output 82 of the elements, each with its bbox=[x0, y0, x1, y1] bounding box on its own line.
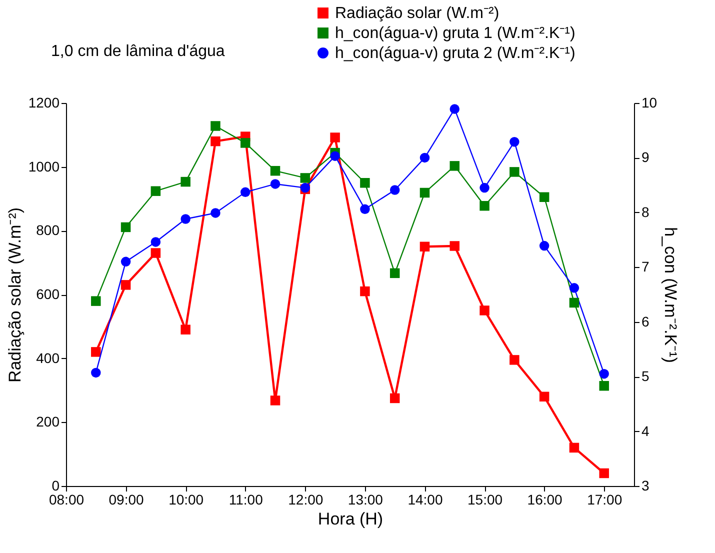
x-tick-label: 16:00 bbox=[527, 492, 563, 508]
x-tick-label: 11:00 bbox=[228, 492, 264, 508]
y2-axis-title: h_con (W.m⁻².K⁻¹) bbox=[661, 227, 680, 363]
point bbox=[390, 185, 400, 195]
y-tick-label: 400 bbox=[36, 350, 60, 366]
point bbox=[330, 151, 340, 161]
point bbox=[450, 241, 460, 251]
point bbox=[510, 355, 520, 365]
point bbox=[539, 240, 550, 251]
point bbox=[599, 381, 609, 391]
point bbox=[390, 393, 400, 404]
legend-label: Radiação solar (W.m⁻²) bbox=[335, 5, 500, 22]
x-tick-label: 10:00 bbox=[168, 492, 204, 508]
x-tick-label: 15:00 bbox=[468, 492, 503, 508]
y-tick-label: 200 bbox=[36, 414, 60, 430]
point bbox=[210, 136, 220, 146]
y-axis-title: Radiação solar (W.m⁻²) bbox=[5, 207, 24, 383]
point bbox=[91, 296, 101, 306]
point bbox=[510, 136, 520, 147]
point bbox=[510, 167, 520, 177]
point bbox=[270, 179, 280, 189]
y2-tick-label: 6 bbox=[642, 313, 650, 330]
point bbox=[150, 237, 161, 247]
point bbox=[480, 200, 490, 211]
y-tick-label: 600 bbox=[36, 286, 60, 302]
point bbox=[390, 268, 400, 278]
point bbox=[420, 242, 430, 252]
point bbox=[120, 280, 131, 290]
x-tick-label: 14:00 bbox=[408, 492, 443, 508]
point bbox=[420, 152, 430, 163]
point bbox=[360, 204, 370, 214]
point bbox=[599, 468, 609, 478]
y2-tick-label: 3 bbox=[642, 478, 650, 494]
point bbox=[270, 396, 280, 406]
y2-tick-label: 10 bbox=[642, 94, 658, 110]
point bbox=[360, 286, 370, 296]
y-tick-label: 1200 bbox=[28, 94, 60, 110]
x-tick-label: 08:00 bbox=[48, 492, 84, 508]
point bbox=[120, 222, 131, 232]
chart-title: 1,0 cm de lâmina d'água bbox=[51, 43, 225, 60]
point bbox=[180, 214, 190, 224]
y-tick-label: 0 bbox=[52, 478, 60, 494]
x-tick-label: 12:00 bbox=[288, 492, 324, 508]
point bbox=[300, 173, 310, 183]
point bbox=[180, 324, 190, 334]
legend-label: h_con(água-v) gruta 2 (W.m⁻².K⁻¹) bbox=[335, 45, 576, 62]
point bbox=[330, 132, 340, 142]
point bbox=[180, 176, 190, 187]
x-tick-label: 13:00 bbox=[348, 492, 384, 508]
point bbox=[569, 283, 580, 293]
y2-tick-label: 4 bbox=[642, 422, 650, 439]
point bbox=[480, 182, 490, 193]
point bbox=[360, 178, 370, 188]
point bbox=[539, 392, 550, 402]
point bbox=[210, 121, 220, 131]
y-tick-label: 800 bbox=[36, 222, 60, 238]
x-tick-label: 17:00 bbox=[587, 492, 622, 508]
point bbox=[599, 368, 609, 379]
point bbox=[480, 306, 490, 316]
point bbox=[210, 208, 220, 218]
y-tick-label: 1000 bbox=[28, 158, 60, 174]
y2-tick-label: 8 bbox=[642, 204, 650, 220]
point bbox=[569, 442, 580, 453]
point bbox=[539, 192, 550, 202]
y2-tick-label: 5 bbox=[642, 368, 650, 384]
x-axis-title: Hora (H) bbox=[318, 510, 384, 528]
x-tick-label: 09:00 bbox=[108, 492, 144, 508]
point bbox=[150, 248, 161, 258]
point bbox=[450, 104, 460, 114]
point bbox=[450, 161, 460, 171]
point bbox=[569, 298, 580, 308]
point bbox=[240, 187, 250, 198]
point bbox=[420, 188, 430, 198]
legend-label: h_con(água-v) gruta 1 (W.m⁻².K⁻¹) bbox=[335, 25, 576, 42]
point bbox=[150, 186, 161, 196]
point bbox=[91, 368, 101, 378]
point bbox=[91, 347, 101, 357]
point bbox=[120, 256, 131, 267]
y2-tick-label: 7 bbox=[642, 258, 650, 275]
point bbox=[240, 138, 250, 148]
y2-tick-label: 9 bbox=[642, 149, 650, 166]
point bbox=[270, 166, 280, 176]
